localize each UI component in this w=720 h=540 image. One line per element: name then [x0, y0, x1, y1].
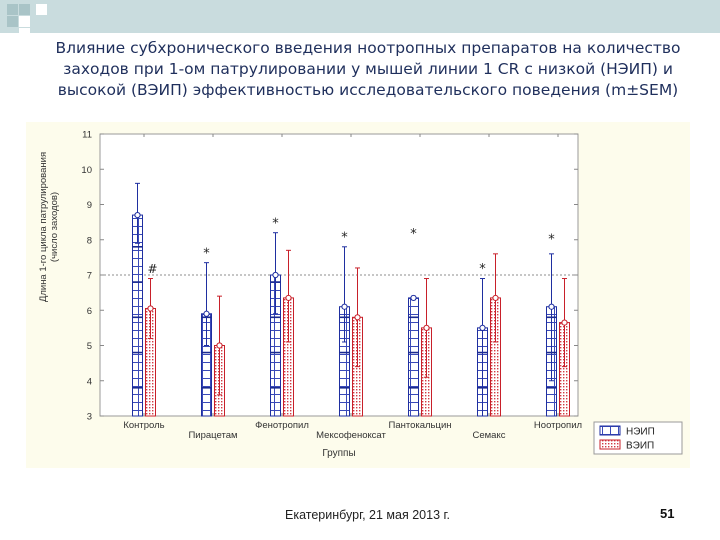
x-category-label: Фенотропил	[255, 420, 309, 431]
mean-marker	[423, 324, 430, 331]
legend-swatch	[599, 439, 621, 450]
mean-marker	[216, 342, 223, 349]
significance-marker: *	[410, 227, 417, 242]
legend-label: НЭИП	[626, 427, 655, 438]
significance-marker: *	[479, 262, 486, 277]
header-band	[0, 0, 720, 33]
y-tick-label: 10	[81, 165, 92, 176]
legend-swatch	[599, 425, 621, 436]
slide-title: Влияние субхронического введения ноотроп…	[28, 38, 708, 101]
mean-marker	[341, 303, 348, 310]
mean-marker	[492, 294, 499, 302]
y-tick-label: 9	[87, 200, 92, 211]
mean-marker	[548, 303, 555, 310]
title-line: Влияние субхронического введения ноотроп…	[55, 39, 681, 57]
y-tick-label: 5	[87, 341, 92, 352]
bar-neip	[408, 297, 419, 417]
mean-marker	[561, 319, 568, 326]
slide-footer: Екатеринбург, 21 мая 2013 г.	[285, 508, 451, 522]
significance-marker: *	[341, 231, 348, 246]
y-tick-label: 7	[87, 271, 92, 282]
mean-marker	[354, 314, 361, 321]
x-category-label: Семакс	[473, 430, 506, 441]
significance-marker: #	[147, 262, 157, 276]
y-axis-title: Длина 1-го цикла патрулирования	[38, 152, 49, 302]
x-category-label: Ноотропил	[534, 420, 582, 431]
decorative-squares	[7, 4, 47, 39]
x-category-label: Пантокальцин	[388, 420, 451, 431]
bar-chart: 3 4 5 6 7 8 9 10 11 # * * * * * * Контроль Пирацетам Фен…	[26, 122, 690, 468]
y-tick-label: 4	[87, 376, 92, 387]
y-tick-label: 8	[87, 235, 92, 246]
mean-marker	[203, 310, 210, 317]
mean-marker	[272, 271, 279, 279]
y-tick-label: 11	[82, 130, 92, 141]
x-axis-title: Группы	[322, 448, 355, 459]
title-line: заходов при 1-ом патрулировании у мышей …	[63, 60, 673, 78]
mean-marker	[147, 305, 154, 312]
mean-marker	[479, 324, 486, 331]
x-category-label: Мексофенокcат	[316, 430, 386, 441]
significance-marker: *	[548, 232, 555, 247]
title-line: высокой (ВЭИП) эффективностью исследоват…	[57, 81, 679, 99]
page-number: 51	[660, 506, 675, 521]
y-tick-label: 6	[87, 306, 92, 317]
significance-marker: *	[272, 216, 279, 231]
x-category-label: Пирацетам	[188, 430, 237, 441]
y-tick-label: 3	[87, 412, 92, 423]
legend-label: ВЭИП	[626, 441, 654, 452]
mean-marker	[285, 294, 292, 302]
significance-marker: *	[203, 246, 210, 261]
mean-marker	[410, 294, 417, 302]
y-axis-title: (число заходов)	[49, 192, 60, 262]
bar-neip	[132, 214, 143, 417]
mean-marker	[134, 211, 141, 219]
x-category-label: Контроль	[123, 420, 164, 431]
